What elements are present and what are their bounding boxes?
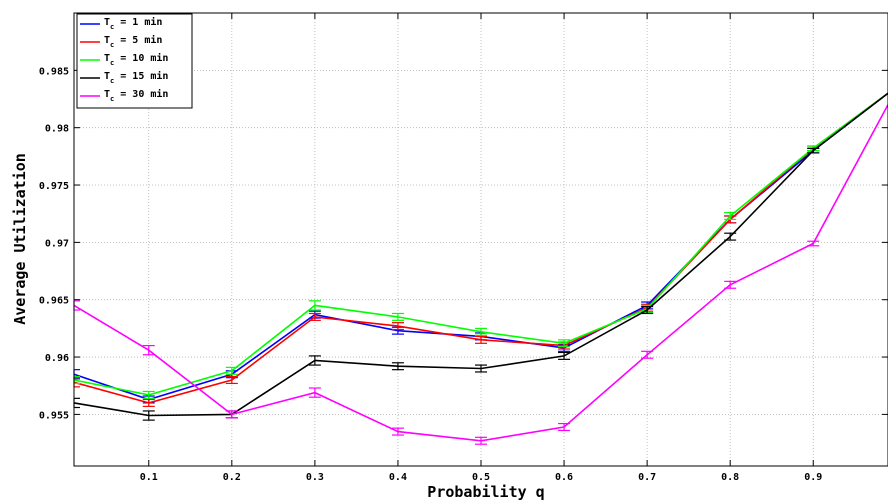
y-tick-label: 0.96 (45, 353, 69, 364)
x-tick-label: 0.5 (472, 472, 490, 483)
y-tick-label: 0.955 (39, 410, 69, 421)
x-tick-label: 0.7 (638, 472, 656, 483)
legend-item: Tc = 10 min (80, 52, 168, 67)
error-bar (475, 327, 487, 336)
error-bar (225, 410, 238, 419)
error-bar (475, 364, 487, 373)
error-bar (308, 300, 321, 311)
y-tick-label: 0.98 (45, 124, 69, 135)
error-bar (558, 422, 571, 432)
legend-label: Tc = 15 min (104, 70, 168, 85)
error-bar (475, 335, 487, 344)
x-tick-label: 0.4 (389, 472, 407, 483)
legend-label: Tc = 5 min (104, 34, 162, 49)
error-bar (558, 339, 571, 348)
error-bar (391, 322, 404, 331)
legend-label: Tc = 30 min (104, 88, 168, 103)
series-5 (73, 104, 888, 445)
y-tick-label: 0.965 (39, 296, 69, 307)
error-bar (225, 375, 238, 385)
error-bar (142, 398, 155, 407)
error-bar (724, 211, 737, 221)
error-bar (391, 362, 404, 371)
x-tick-label: 0.9 (804, 472, 822, 483)
axis-ticks: 0.1 0.2 0.3 0.4 0.5 0.6 0.7 0.8 0.9 0.955 0.96 0.96… (39, 13, 888, 483)
x-tick-label: 0.2 (223, 472, 241, 483)
legend-item: Tc = 15 min (80, 70, 168, 85)
legend-item: Tc = 30 min (80, 88, 168, 103)
error-bar (391, 312, 404, 321)
series-layer (73, 92, 888, 445)
legend-label: Tc = 1 min (104, 16, 162, 31)
x-tick-label: 0.6 (555, 472, 573, 483)
legend: Tc = 1 min Tc = 5 min Tc = 10 min Tc = 15 m… (76, 13, 193, 109)
x-axis-title: Probability q (427, 483, 544, 501)
series-3 (73, 92, 888, 399)
legend-label: Tc = 10 min (104, 52, 168, 67)
legend-box (76, 13, 193, 109)
error-bar (142, 344, 155, 356)
error-bar (641, 350, 654, 359)
y-tick-label: 0.975 (39, 181, 69, 192)
x-tick-label: 0.1 (140, 472, 158, 483)
legend-item: Tc = 1 min (80, 16, 162, 31)
x-tick-label: 0.8 (721, 472, 739, 483)
error-bar (475, 436, 487, 445)
error-bar (142, 390, 155, 399)
y-tick-label: 0.97 (45, 238, 69, 249)
error-bar (641, 305, 654, 315)
plot-background (74, 13, 888, 466)
error-bar (308, 387, 321, 398)
error-bar (142, 410, 155, 421)
error-bar (391, 427, 404, 436)
error-bar (807, 240, 820, 247)
error-bar (308, 355, 321, 366)
error-bar (558, 351, 571, 360)
x-tick-label: 0.3 (306, 472, 324, 483)
y-axis-title: Average Utilization (11, 153, 29, 325)
series-4 (73, 92, 888, 421)
error-bar (724, 280, 737, 289)
error-bar (308, 312, 321, 321)
error-bar (724, 232, 737, 241)
legend-item: Tc = 5 min (80, 34, 162, 49)
y-tick-label: 0.985 (39, 66, 69, 77)
error-bar (225, 366, 238, 375)
error-bar (807, 147, 820, 154)
